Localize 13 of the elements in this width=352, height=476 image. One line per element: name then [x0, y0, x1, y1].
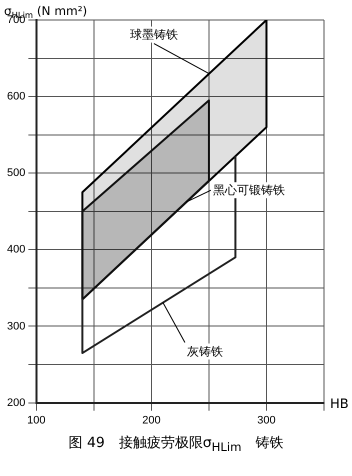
- y-tick-label: 500: [6, 167, 26, 180]
- y-tick-label: 300: [6, 320, 26, 332]
- y-tick-label: 200: [6, 396, 26, 409]
- x-tick-label: 100: [27, 414, 46, 426]
- y-tick-label: 600: [6, 90, 26, 103]
- annotation: 球墨铸铁: [130, 28, 178, 42]
- x-tick-label: 200: [142, 414, 161, 426]
- annotation: 黑心可锻铸铁: [212, 183, 285, 198]
- chart-title: 图 49 接触疲劳极限σ$_{HLim}$ 铸铁: [68, 435, 284, 454]
- annotation: 灰铸铁: [186, 344, 223, 359]
- y-tick-label: 400: [6, 244, 26, 256]
- x-axis-title: HB: [330, 397, 349, 412]
- x-tick-label: 300: [257, 414, 276, 426]
